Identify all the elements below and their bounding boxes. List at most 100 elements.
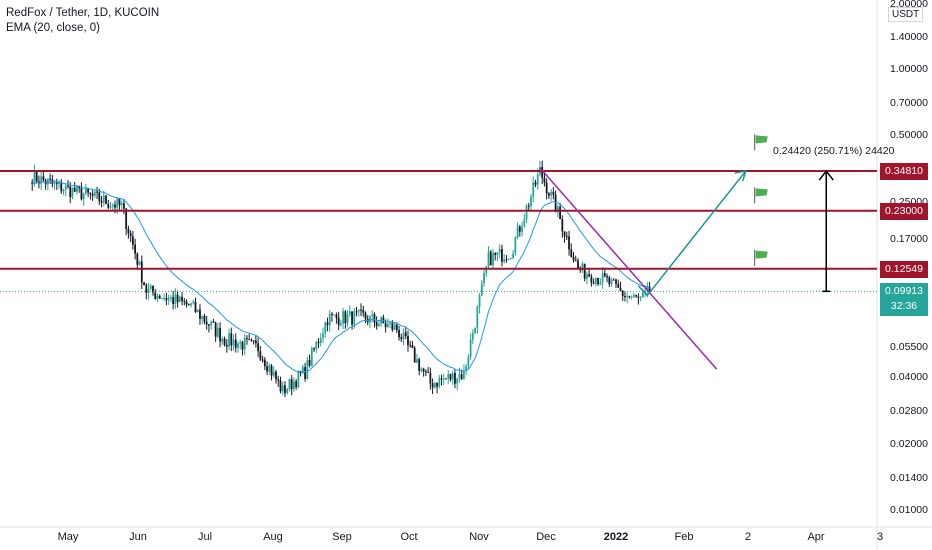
candle-body: [436, 382, 438, 387]
candle-body: [364, 312, 367, 319]
bar-countdown: 32:36: [890, 300, 918, 312]
candle-body: [147, 288, 150, 293]
symbol-title[interactable]: RedFox / Tether, 1D, KUCOIN: [6, 7, 160, 19]
price-tick-label: 0.01000: [890, 504, 928, 516]
candle-body: [621, 290, 624, 297]
candle-body: [568, 236, 570, 250]
candle-body: [335, 314, 338, 318]
candle-body: [230, 333, 233, 346]
candle-body: [333, 314, 336, 316]
candle-body: [447, 374, 450, 379]
price-tick-label: 0.70000: [890, 97, 928, 110]
candle-body: [581, 263, 584, 271]
candle-body: [299, 371, 302, 374]
candle-body: [378, 323, 380, 326]
candle-body: [69, 186, 72, 198]
candle-body: [541, 166, 544, 178]
candle-body: [612, 279, 615, 281]
candle-body: [286, 389, 289, 394]
candle-body: [635, 295, 638, 297]
downtrend-line: [539, 167, 718, 370]
candle-body: [102, 195, 105, 203]
candle-body: [346, 314, 349, 324]
candle-body: [201, 315, 204, 319]
candle-body: [449, 374, 452, 380]
candle-body: [196, 309, 199, 313]
candle-body: [518, 226, 521, 232]
candle-body: [348, 311, 351, 315]
candle-body: [498, 249, 501, 253]
drawings-layer: [0, 134, 877, 370]
candle-body: [559, 206, 561, 220]
candle-body: [514, 237, 517, 254]
candle-body: [442, 378, 445, 380]
candle-body: [577, 260, 579, 269]
projection-arrowhead: [734, 170, 747, 182]
candle-body: [373, 314, 376, 323]
candle-body: [496, 252, 499, 255]
candle-body: [521, 226, 523, 232]
candle-body: [393, 324, 396, 330]
candle-body: [40, 176, 43, 184]
candle-body: [326, 322, 329, 326]
candle-body: [319, 338, 322, 344]
candle-body: [181, 296, 183, 301]
candle-body: [105, 195, 107, 205]
candle-body: [615, 279, 617, 284]
candle-body: [527, 205, 530, 207]
ema-indicator-label[interactable]: EMA (20, close, 0): [6, 22, 100, 34]
candle-body: [243, 338, 246, 350]
candle-body: [512, 253, 515, 259]
candle-body: [608, 277, 611, 285]
candle-body: [82, 193, 85, 200]
candle-body: [118, 198, 121, 206]
candle-body: [626, 296, 629, 298]
candle-body: [606, 276, 608, 278]
candle-body: [492, 253, 494, 266]
candle-body: [384, 323, 387, 328]
candle-body: [268, 365, 271, 372]
candle-body: [266, 366, 268, 372]
candle-body: [250, 339, 253, 341]
candle-body: [60, 181, 63, 192]
candle-body: [317, 341, 320, 344]
candle-body: [391, 322, 394, 330]
candle-body: [58, 181, 60, 184]
time-tick-label: Sep: [332, 531, 352, 543]
candle-body: [315, 341, 318, 350]
candle-body: [248, 339, 251, 341]
candle-body: [501, 249, 503, 262]
price-tick-label: 0.01400: [890, 471, 928, 484]
candle-body: [270, 365, 273, 376]
candle-body: [35, 170, 38, 182]
candle-body: [261, 359, 264, 361]
candle-body: [219, 327, 221, 342]
candle-body: [208, 324, 210, 326]
candle-body: [624, 296, 626, 298]
candle-body: [351, 311, 353, 325]
candle-body: [109, 206, 112, 208]
candle-body: [149, 285, 152, 289]
candle-body: [489, 251, 492, 266]
candle-body: [339, 323, 342, 326]
candle-body: [590, 276, 593, 283]
price-tick-label: 0.05500: [890, 340, 928, 353]
candle-body: [646, 286, 649, 291]
candle-body: [55, 182, 58, 184]
candle-body: [138, 261, 141, 265]
candle-body: [93, 191, 96, 196]
price-tick-label: 0.02800: [890, 405, 928, 418]
candle-body: [599, 282, 602, 285]
candle-body: [416, 359, 418, 363]
plot-area[interactable]: [0, 0, 877, 527]
candle-body: [140, 261, 143, 283]
candle-body: [259, 351, 262, 360]
candle-body: [429, 372, 432, 384]
candle-body: [494, 253, 497, 255]
resistance-tag-2: 0.23000: [880, 203, 928, 220]
candle-body: [648, 286, 651, 293]
candle-body: [275, 371, 277, 380]
candle-body: [556, 206, 559, 213]
candle-body: [375, 322, 378, 326]
